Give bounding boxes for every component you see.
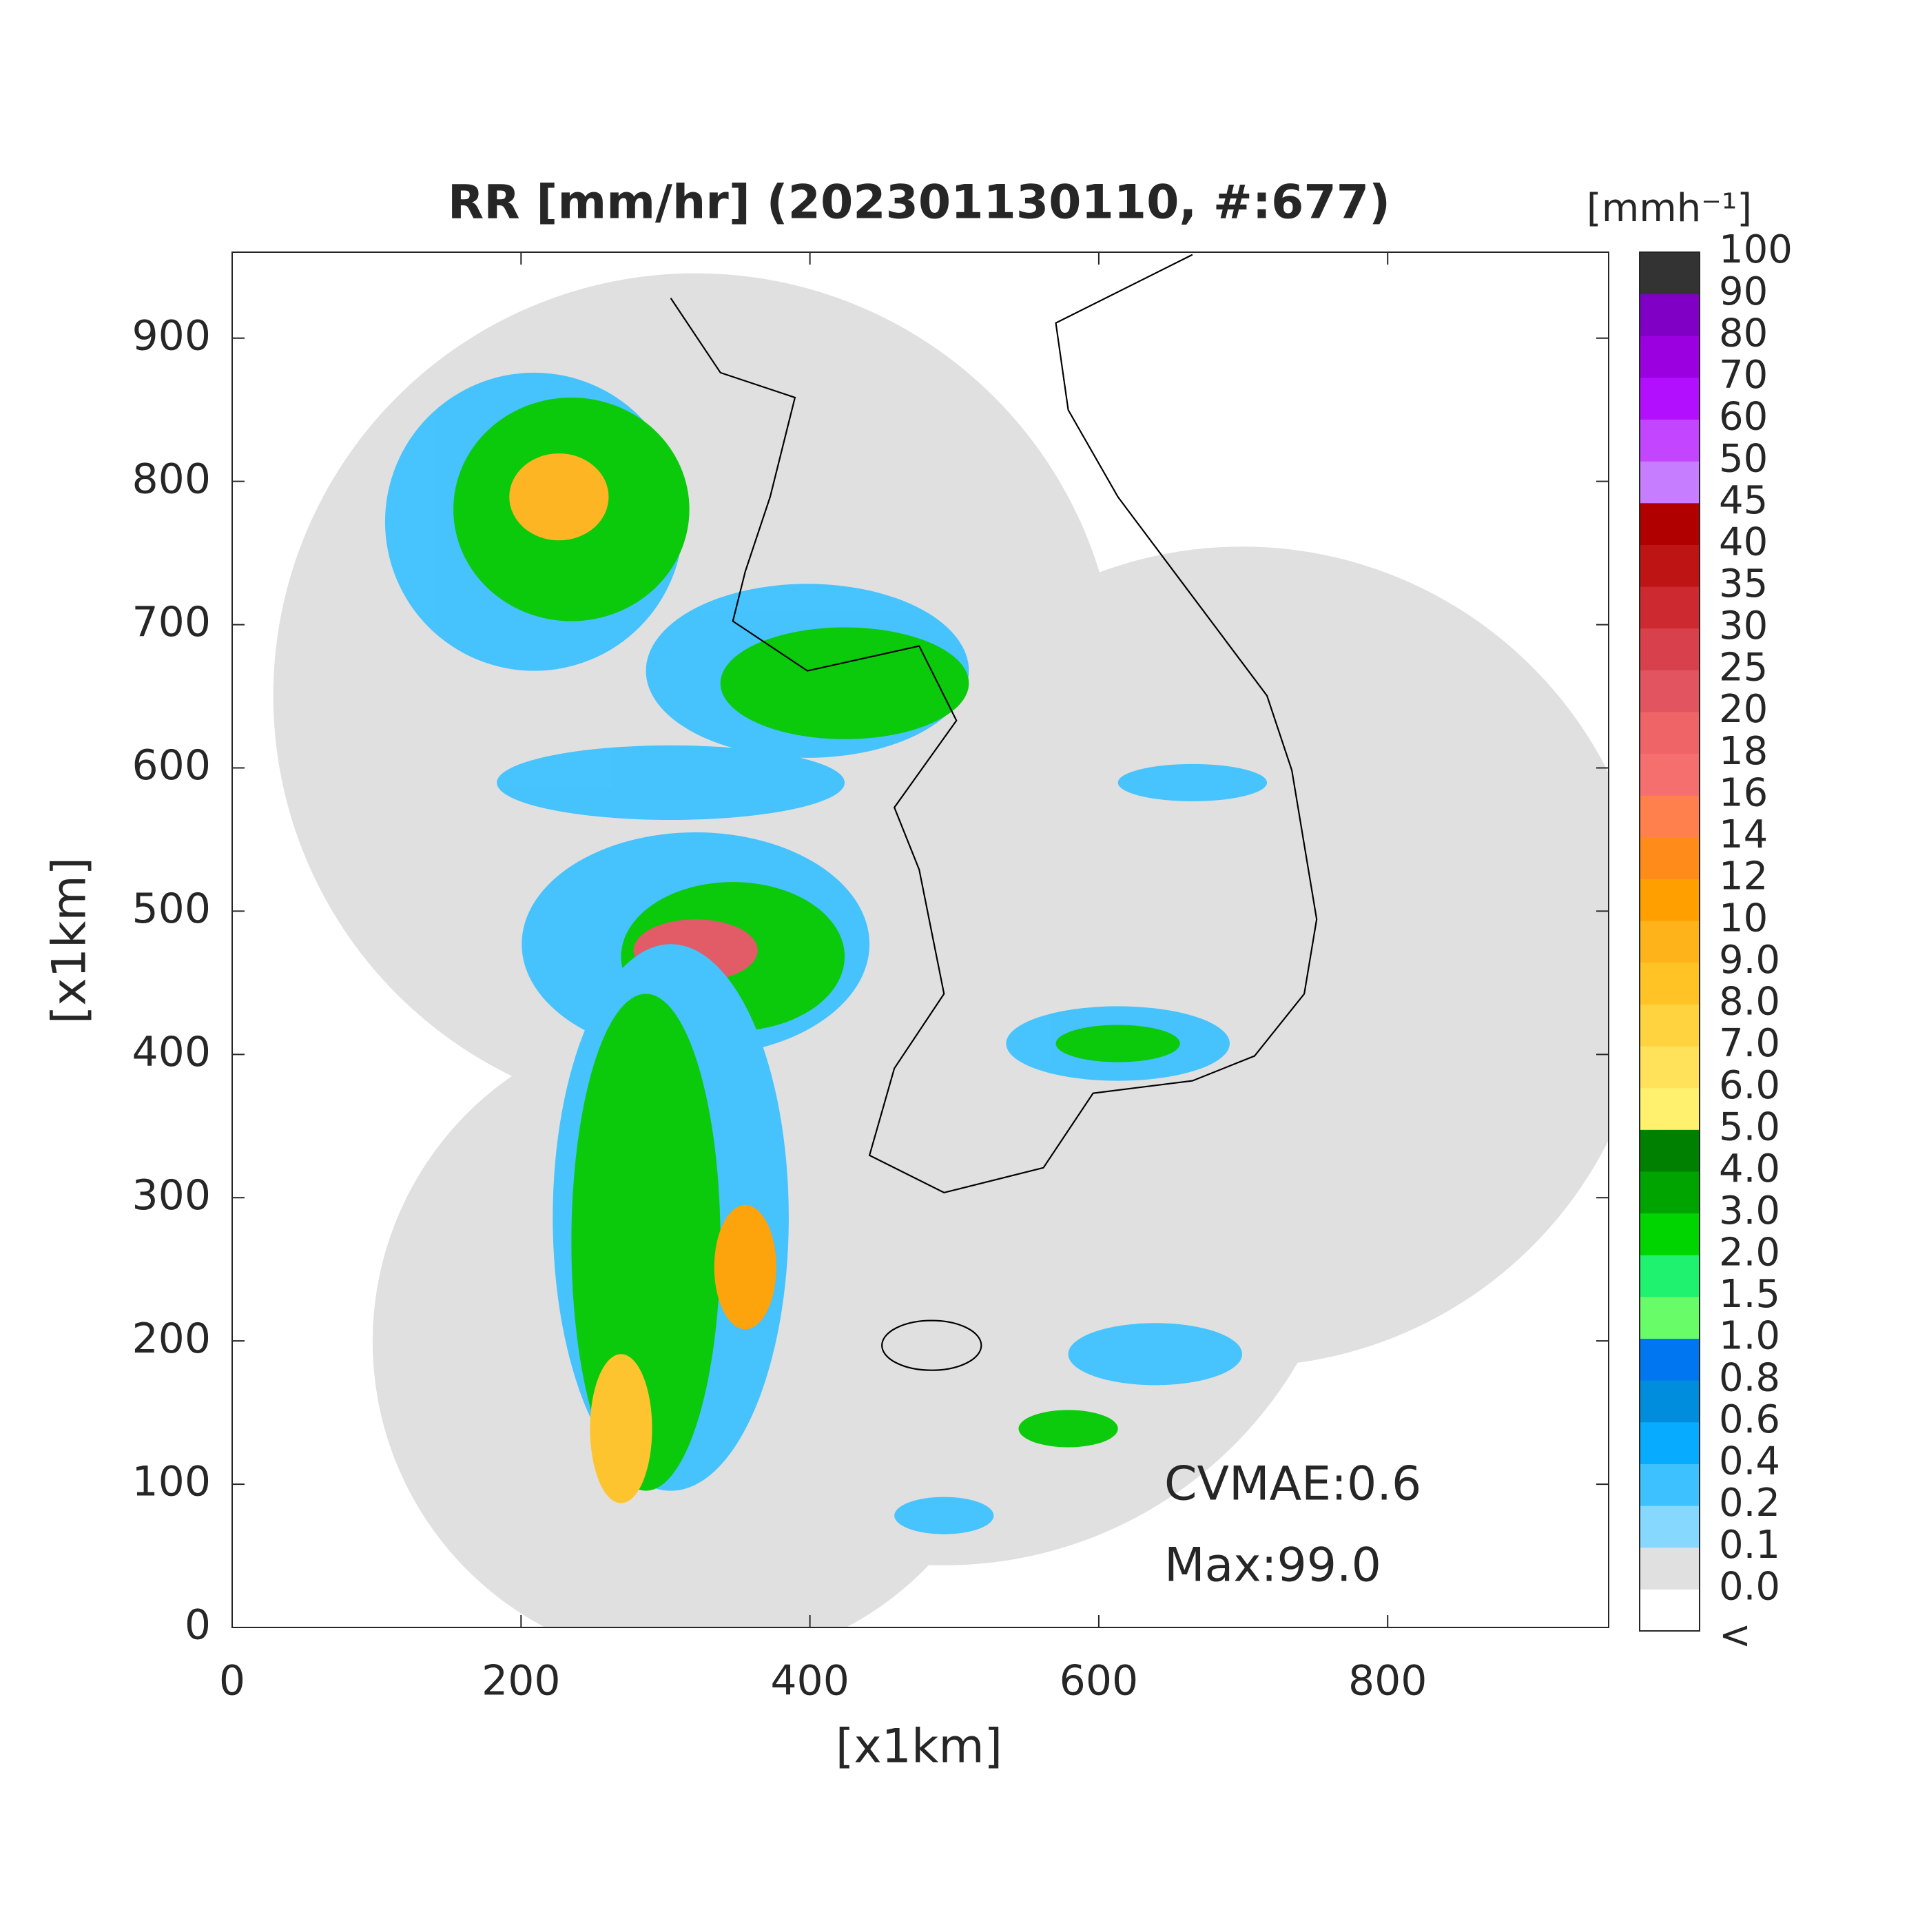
colorbar-box (1640, 1004, 1700, 1047)
colorbar-frame (1639, 251, 1700, 1632)
radar-field (273, 254, 1609, 1627)
colorbar-box (1640, 1463, 1700, 1506)
y-tick-label: 100 (132, 1458, 211, 1506)
colorbar-box (1640, 1421, 1700, 1464)
coastline (670, 254, 1318, 1371)
annotation: CVMAE:0.6 (1164, 1457, 1421, 1512)
x-tick-label: 0 (219, 1657, 245, 1705)
y-tick-label: 500 (132, 885, 211, 933)
colorbar-box (1640, 921, 1700, 963)
y-tick-label: 700 (132, 598, 211, 646)
y-tick-label: 0 (185, 1601, 211, 1650)
colorbar-tick-label: 4.0 (1719, 1147, 1780, 1191)
colorbar-box (1640, 712, 1700, 754)
colorbar-tick-label: 5.0 (1719, 1105, 1780, 1150)
y-tick-label: 800 (132, 455, 211, 503)
colorbar-tick-label: 12 (1719, 854, 1768, 899)
x-tick-label: 600 (1060, 1657, 1139, 1705)
colorbar-tick-label: 80 (1719, 311, 1768, 356)
colorbar-box (1640, 753, 1700, 796)
colorbar-tick-label: 100 (1719, 227, 1793, 272)
colorbar-box (1640, 1129, 1700, 1172)
x-tick-label: 400 (770, 1657, 849, 1705)
colorbar-tick-label: 60 (1719, 395, 1768, 440)
x-tick-label: 800 (1348, 1657, 1427, 1705)
colorbar-tick-label: 3.0 (1719, 1189, 1780, 1233)
y-tick-label: 600 (132, 741, 211, 790)
colorbar-box (1640, 544, 1700, 587)
colorbar-tick-label: 1.0 (1719, 1314, 1780, 1359)
colorbar-tick-label: 40 (1719, 520, 1768, 565)
colorbar-tick-label: 7.0 (1719, 1021, 1780, 1066)
colorbar-tick-label: 6.0 (1719, 1063, 1780, 1108)
colorbar-box (1640, 628, 1700, 670)
colorbar-box (1640, 1046, 1700, 1089)
colorbar-box (1640, 1213, 1700, 1255)
colorbar-tick-label: 0.2 (1719, 1481, 1780, 1525)
x-axis-label: [x1km] (836, 1720, 1002, 1774)
colorbar-box (1640, 1255, 1700, 1297)
colorbar-tick-label: 0.6 (1719, 1397, 1780, 1442)
colorbar-below-label: < (1719, 1613, 1751, 1658)
x-tick-label: 200 (482, 1657, 561, 1705)
colorbar-tick-label: 70 (1719, 353, 1768, 398)
colorbar-box (1640, 377, 1700, 420)
colorbar-box (1640, 419, 1700, 462)
colorbar-tick-label: 50 (1719, 436, 1768, 481)
colorbar-tick-label: 0.4 (1719, 1439, 1780, 1484)
colorbar-box (1640, 670, 1700, 712)
colorbar-tick-label: 20 (1719, 687, 1768, 732)
colorbar-box (1640, 461, 1700, 504)
colorbar-tick-label: 0.8 (1719, 1355, 1780, 1400)
y-tick-label: 300 (132, 1171, 211, 1220)
colorbar-tick-label: 25 (1719, 646, 1768, 690)
colorbar-tick-label: 18 (1719, 729, 1768, 774)
colorbar-box (1640, 962, 1700, 1005)
colorbar-box (1640, 336, 1700, 378)
colorbar-tick-label: 0.0 (1719, 1565, 1780, 1610)
colorbar-tick-label: 90 (1719, 269, 1768, 314)
colorbar-box (1640, 252, 1700, 295)
colorbar-box (1640, 1171, 1700, 1214)
colorbar-tick-label: 8.0 (1719, 980, 1780, 1025)
plot-frame (231, 251, 1609, 1628)
colorbar-box (1640, 1338, 1700, 1381)
colorbar-tick-label: 2.0 (1719, 1230, 1780, 1275)
colorbar-tick-label: 30 (1719, 604, 1768, 648)
colorbar-box (1640, 1589, 1700, 1632)
colorbar-box (1640, 878, 1700, 921)
chart-title: RR [mm/hr] (202301130110, #:677) (448, 176, 1390, 230)
colorbar-tick-label: 16 (1719, 770, 1768, 815)
colorbar-box (1640, 586, 1700, 629)
colorbar-tick-label: 35 (1719, 562, 1768, 606)
colorbar-tick-label: 1.5 (1719, 1272, 1780, 1317)
colorbar-box (1640, 294, 1700, 336)
colorbar-box (1640, 836, 1700, 880)
colorbar-box (1640, 1505, 1700, 1548)
colorbar-tick-label: 45 (1719, 478, 1768, 523)
colorbar-box (1640, 1296, 1700, 1339)
colorbar-box (1640, 1547, 1700, 1590)
y-axis-label: [x1km] (43, 857, 97, 1024)
colorbar-box (1640, 1087, 1700, 1130)
y-tick-label: 900 (132, 311, 211, 360)
colorbar-tick-label: 0.1 (1719, 1523, 1780, 1568)
y-tick-label: 200 (132, 1315, 211, 1363)
colorbar-box (1640, 502, 1700, 545)
colorbar-box (1640, 1380, 1700, 1423)
annotation: Max:99.0 (1164, 1539, 1381, 1593)
colorbar-tick-label: 14 (1719, 812, 1768, 857)
colorbar-tick-label: 9.0 (1719, 938, 1780, 983)
y-tick-label: 400 (132, 1028, 211, 1076)
colorbar-tick-label: 10 (1719, 896, 1768, 941)
colorbar-label: [mmh⁻¹] (1587, 186, 1752, 231)
colorbar-box (1640, 795, 1700, 838)
